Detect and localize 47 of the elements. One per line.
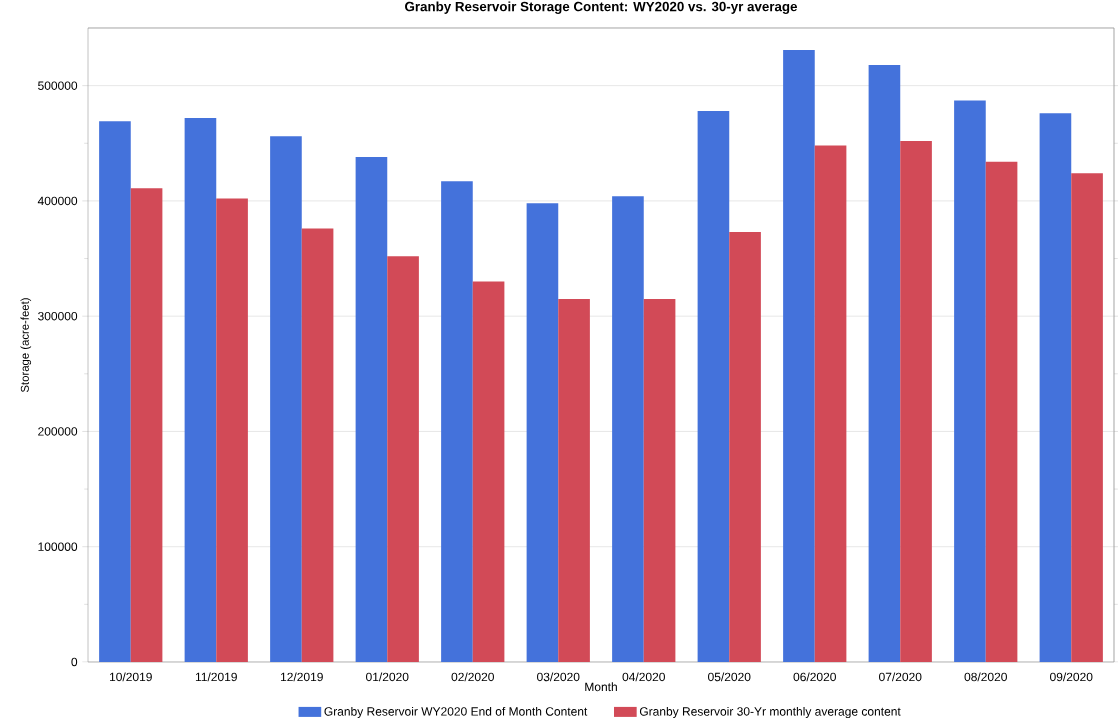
bar: [868, 64, 901, 662]
x-tick-label: 10/2019: [109, 672, 152, 682]
bar: [558, 298, 590, 662]
bar: [985, 161, 1018, 662]
bar: [355, 157, 388, 662]
bar: [99, 121, 131, 662]
bar: [526, 203, 559, 662]
x-tick-label: 05/2020: [708, 672, 751, 682]
bar: [814, 145, 847, 662]
bar: [184, 117, 217, 662]
bar: [1039, 113, 1072, 662]
bar: [612, 196, 644, 662]
y-tick-label: 0: [71, 657, 78, 667]
legend-label: Granby Reservoir WY2020 End of Month Content: [324, 706, 588, 719]
bar: [643, 298, 676, 662]
legend-label: Granby Reservoir 30-Yr monthly average content: [639, 706, 901, 719]
bar: [697, 111, 730, 662]
y-axis-title: Storage (acre-feet): [20, 298, 32, 393]
y-tick-label: 500000: [38, 81, 78, 90]
bar: [1071, 173, 1103, 662]
bar: [729, 232, 761, 662]
x-tick-label: 02/2020: [451, 672, 494, 682]
bar: [387, 256, 419, 662]
bar: [472, 281, 505, 662]
bar: [783, 49, 815, 662]
bar: [900, 140, 932, 662]
y-tick-label: 100000: [38, 542, 78, 551]
chart-title: Granby Reservoir Storage Content: WY2020 vs. 30-yr average: [405, 1, 798, 14]
bar: [954, 100, 986, 662]
x-tick-label: 07/2020: [879, 672, 922, 682]
x-tick-label: 08/2020: [964, 672, 1007, 682]
x-tick-label: 01/2020: [366, 672, 409, 682]
x-tick-label: 06/2020: [793, 672, 836, 682]
bar: [441, 181, 473, 662]
x-tick-label: 12/2019: [280, 672, 323, 682]
x-tick-label: 09/2020: [1050, 672, 1093, 682]
bar: [130, 188, 163, 662]
x-axis-title: Month: [585, 682, 617, 692]
bar: [301, 228, 334, 662]
x-tick-label: 03/2020: [537, 672, 580, 682]
x-tick-label: 11/2019: [195, 672, 237, 682]
y-tick-label: 300000: [38, 311, 78, 321]
y-tick-label: 200000: [38, 427, 78, 436]
bar: [270, 136, 302, 662]
bar: [216, 198, 248, 662]
x-tick-label: 04/2020: [622, 672, 665, 682]
y-tick-label: 400000: [37, 196, 78, 206]
